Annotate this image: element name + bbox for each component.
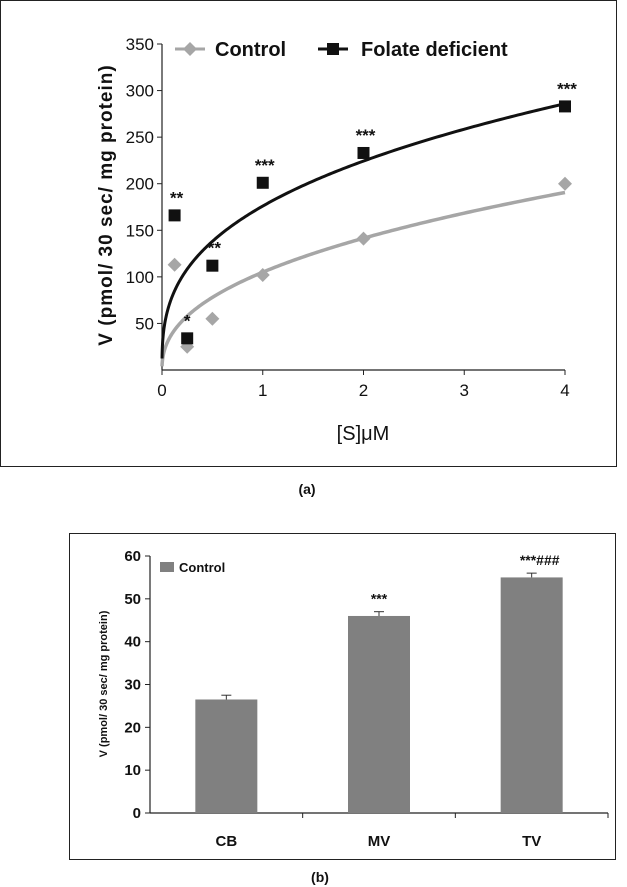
y-tick-label-b: 50 xyxy=(124,591,141,608)
significance-marker-a: *** xyxy=(255,156,275,175)
legend-control-diamond-icon xyxy=(183,42,197,56)
significance-marker-a: *** xyxy=(356,126,376,145)
point-folate-deficient xyxy=(168,209,181,222)
legend-b-control-label: Control xyxy=(179,560,225,575)
panel-a-frame xyxy=(0,0,617,467)
panel-a-x-axis-label: [S]μM xyxy=(337,423,390,445)
y-tick-label-a: 350 xyxy=(126,35,154,54)
panel-b-caption: (b) xyxy=(311,869,329,885)
point-control xyxy=(167,257,182,272)
legend-control-label: Control xyxy=(215,39,286,61)
panel-a-legend: Control Folate deficient xyxy=(175,39,508,61)
panel-a-caption: (a) xyxy=(298,481,315,497)
significance-marker-a: * xyxy=(184,311,191,330)
y-tick-label-a: 100 xyxy=(126,268,154,287)
x-tick-label-a: 2 xyxy=(359,381,368,400)
y-tick-label-a: 200 xyxy=(126,175,154,194)
legend-folate-label: Folate deficient xyxy=(361,39,508,61)
y-tick-label-b: 20 xyxy=(124,719,141,736)
point-control xyxy=(558,176,572,191)
x-tick-label-a: 0 xyxy=(157,381,166,400)
point-folate-deficient xyxy=(357,146,370,159)
panel-b-y-axis-label: V (pmol/ 30 sec/ mg protein) xyxy=(98,610,110,757)
point-control xyxy=(255,267,270,282)
y-tick-label-a: 250 xyxy=(126,128,154,147)
fit-curve-folate-deficient xyxy=(160,102,566,359)
bar-mv xyxy=(348,615,410,813)
legend-b-control-swatch xyxy=(160,562,174,572)
point-folate-deficient xyxy=(559,100,571,113)
y-tick-label-b: 0 xyxy=(133,805,141,822)
legend-folate-square-icon xyxy=(327,43,339,55)
point-folate-deficient xyxy=(256,176,269,189)
point-control xyxy=(356,231,371,246)
x-tick-label-a: 1 xyxy=(258,381,267,400)
point-control xyxy=(205,311,220,326)
x-tick-label-a: 4 xyxy=(560,381,569,400)
significance-marker-a: *** xyxy=(557,79,577,98)
panel-b-frame xyxy=(69,533,616,860)
panel-a-y-axis-label: V (pmol/ 30 sec/ mg protein) xyxy=(96,64,117,345)
bar-tv xyxy=(500,577,563,813)
bar-cb xyxy=(195,699,258,813)
significance-marker-a: ** xyxy=(170,188,184,207)
x-tick-label-b: TV xyxy=(522,833,541,850)
y-tick-label-b: 30 xyxy=(124,677,141,694)
significance-marker-b: *** xyxy=(371,591,388,607)
y-tick-label-a: 150 xyxy=(126,221,154,240)
fit-curve-control xyxy=(160,190,566,367)
y-tick-label-a: 50 xyxy=(135,314,154,333)
panel-b-legend: Control xyxy=(160,560,225,575)
x-tick-label-b: MV xyxy=(368,833,391,850)
y-tick-label-b: 10 xyxy=(124,762,141,779)
significance-marker-a: ** xyxy=(208,239,222,258)
y-tick-label-b: 60 xyxy=(124,548,141,565)
y-tick-label-b: 40 xyxy=(124,634,141,651)
x-tick-label-a: 3 xyxy=(460,381,469,400)
x-tick-label-b: CB xyxy=(215,833,237,850)
point-folate-deficient xyxy=(206,259,219,272)
point-folate-deficient xyxy=(181,332,194,345)
panel-b-chart: 0 10 20 30 40 50 60 CB MV TV *** ***### V (pmol/ … xyxy=(98,548,609,850)
significance-marker-b: ***### xyxy=(520,552,560,568)
y-tick-label-a: 300 xyxy=(126,82,154,101)
